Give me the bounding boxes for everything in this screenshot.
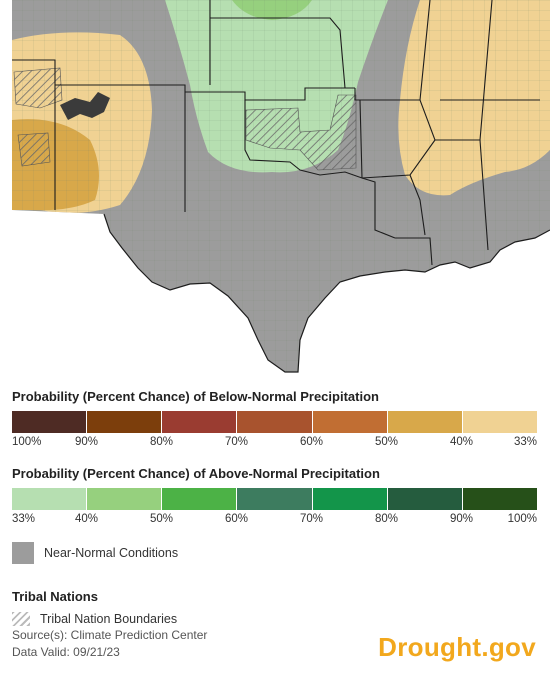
above-tick: 70% [300,513,324,525]
below-tick: 80% [150,436,174,448]
near-normal-swatch [12,542,34,564]
above-swatch-33-40 [12,488,88,510]
below-swatch-80-90 [87,411,163,433]
above-tick: 33% [12,513,36,525]
below-swatch-40-50 [387,411,463,433]
tribal-area-west-south [17,132,51,167]
below-swatch-70-80 [162,411,238,433]
above-swatch-70-80 [312,488,388,510]
state-boundaries [12,0,540,266]
above-swatch-60-70 [237,488,313,510]
below-swatch-90-100 [12,411,88,433]
above-tick: 100% [507,513,537,525]
above-tick: 50% [150,513,174,525]
above-swatch-40-50 [87,488,163,510]
below-swatch-50-60 [312,411,388,433]
below-tick: 33% [513,436,537,448]
data-valid-text: Data Valid: 09/21/23 [12,645,120,659]
tribal-area-west [13,67,63,109]
below-normal-scale [12,411,537,433]
below-tick: 50% [375,436,399,448]
near-normal-legend: Near-Normal Conditions [12,542,178,564]
coastline [103,213,550,373]
above-tick: 80% [375,513,399,525]
drought-gov-logo[interactable]: Drought.gov [378,632,536,662]
below-tick: 60% [300,436,324,448]
hatch-swatch [12,612,30,626]
below-swatch-33-40 [462,411,537,433]
tribal-dark-cluster [60,92,110,120]
below-tick: 90% [75,436,99,448]
above-tick: 60% [225,513,249,525]
below-normal-ticks: 100% 90% 80% 70% 60% 50% 40% 33% [12,436,537,450]
tribal-legend: Tribal Nation Boundaries [12,612,177,626]
above-normal-ticks: 33% 40% 50% 60% 70% 80% 90% 100% [12,513,537,527]
above-normal-scale [12,488,537,510]
above-swatch-90-100 [462,488,537,510]
above-swatch-80-90 [387,488,463,510]
below-normal-legend-title: Probability (Percent Chance) of Below-No… [12,389,379,404]
above-normal-legend-title: Probability (Percent Chance) of Above-No… [12,466,380,481]
source-text: Source(s): Climate Prediction Center [12,628,208,642]
above-tick: 40% [75,513,99,525]
near-normal-label: Near-Normal Conditions [44,546,179,560]
below-tick: 70% [225,436,249,448]
below-tick: 40% [450,436,474,448]
tribal-nations-title: Tribal Nations [12,589,98,604]
above-swatch-50-60 [162,488,238,510]
tribal-area-oklahoma [245,94,357,171]
below-swatch-60-70 [237,411,313,433]
above-tick: 90% [450,513,474,525]
tribal-boundaries-label: Tribal Nation Boundaries [40,612,178,626]
below-tick: 100% [12,436,42,448]
precipitation-outlook-map [12,0,550,373]
